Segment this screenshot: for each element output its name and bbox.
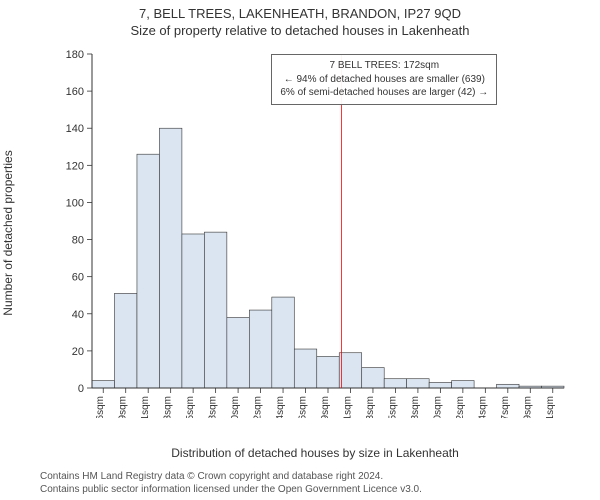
histogram-bar: [92, 381, 114, 388]
x-tick-label: 73sqm: [163, 396, 174, 418]
x-tick-label: 85sqm: [185, 396, 196, 418]
x-tick-label: 208sqm: [410, 396, 421, 418]
x-tick-label: 122sqm: [253, 396, 264, 418]
credit-line-1: Contains HM Land Registry data © Crown c…: [40, 471, 422, 484]
y-tick-label: 80: [72, 235, 84, 247]
histogram-bar: [204, 232, 226, 388]
histogram-bar: [429, 382, 451, 388]
x-tick-label: 269sqm: [522, 396, 533, 418]
histogram-bar: [407, 379, 429, 388]
y-tick-label: 60: [72, 272, 84, 284]
y-tick-label: 180: [66, 49, 84, 61]
histogram-bar: [339, 353, 361, 388]
y-tick-label: 120: [66, 160, 84, 172]
histogram-bar: [182, 234, 204, 388]
chart-title-address: 7, BELL TREES, LAKENHEATH, BRANDON, IP27…: [0, 0, 600, 21]
y-tick-label: 100: [66, 197, 84, 209]
histogram-bar: [137, 154, 159, 388]
histogram-bar: [272, 297, 294, 388]
x-tick-label: 195sqm: [387, 396, 398, 418]
y-tick-label: 140: [66, 123, 84, 135]
credit-line-2: Contains public sector information licen…: [40, 484, 422, 497]
histogram-bar: [497, 384, 519, 388]
histogram-bar: [294, 349, 316, 388]
x-tick-label: 281sqm: [545, 396, 556, 418]
x-axis-label: Distribution of detached houses by size …: [60, 446, 570, 460]
info-line-1: 7 BELL TREES: 172sqm: [280, 59, 488, 73]
chart-title-description: Size of property relative to detached ho…: [0, 21, 600, 38]
y-tick-label: 0: [78, 383, 84, 395]
x-tick-label: 98sqm: [208, 396, 219, 418]
x-tick-label: 36sqm: [95, 396, 106, 418]
histogram-bar: [227, 317, 249, 388]
y-axis-label: Number of detached properties: [0, 48, 18, 418]
x-tick-label: 110sqm: [230, 396, 241, 418]
y-tick-label: 20: [72, 346, 84, 358]
x-tick-label: 159sqm: [320, 396, 331, 418]
plot-area: 0 20 40 60 80 100 120 140 160 180 36sqm 49sqm 61sqm 7…: [60, 48, 570, 418]
histogram-bar: [159, 128, 181, 388]
x-tick-label: 232sqm: [455, 396, 466, 418]
credit-text: Contains HM Land Registry data © Crown c…: [40, 471, 422, 496]
info-line-2: ← 94% of detached houses are smaller (63…: [280, 73, 488, 87]
histogram-bar: [317, 356, 339, 388]
x-tick-label: 49sqm: [118, 396, 129, 418]
histogram-bar: [114, 293, 136, 388]
histogram-bar: [249, 310, 271, 388]
x-tick-label: 244sqm: [477, 396, 488, 418]
histogram-bar: [452, 381, 474, 388]
histogram-bar: [362, 368, 384, 388]
x-tick-label: 183sqm: [365, 396, 376, 418]
x-tick-label: 171sqm: [342, 396, 353, 418]
info-line-3: 6% of semi-detached houses are larger (4…: [280, 86, 488, 100]
y-tick-label: 40: [72, 309, 84, 321]
x-tick-label: 220sqm: [432, 396, 443, 418]
x-tick-label: 146sqm: [298, 396, 309, 418]
x-tick-label: 134sqm: [275, 396, 286, 418]
x-tick-label: 257sqm: [500, 396, 511, 418]
chart-container: 7, BELL TREES, LAKENHEATH, BRANDON, IP27…: [0, 0, 600, 500]
y-tick-label: 160: [66, 86, 84, 98]
histogram-bar: [384, 379, 406, 388]
info-box: 7 BELL TREES: 172sqm← 94% of detached ho…: [271, 54, 497, 105]
x-tick-label: 61sqm: [140, 396, 151, 418]
